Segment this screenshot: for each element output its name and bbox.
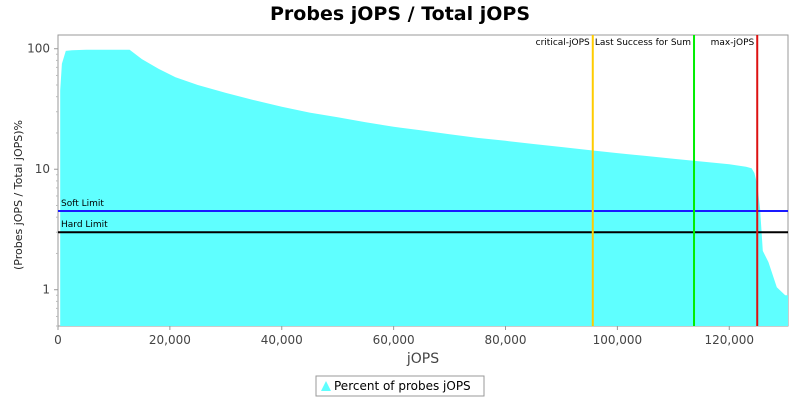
- x-tick-label: 120,000: [704, 333, 754, 347]
- x-tick-label: 100,000: [593, 333, 643, 347]
- x-tick-label: 60,000: [373, 333, 415, 347]
- legend-swatch-icon: [321, 381, 331, 391]
- legend: Percent of probes jOPS: [315, 375, 485, 397]
- series-area: [60, 49, 788, 327]
- y-tick-label: 10: [35, 162, 50, 176]
- vertical-reference-lines: critical-jOPS Last Success for Sum max-jOP…: [536, 35, 759, 326]
- reference-label-4: Hard Limit: [61, 220, 108, 230]
- chart-title: Probes jOPS / Total jOPS: [270, 3, 530, 25]
- x-tick-label: 20,000: [149, 333, 191, 347]
- legend-box: [315, 375, 485, 397]
- x-tick-label: 0: [54, 333, 62, 347]
- x-tick-label: 40,000: [261, 333, 303, 347]
- area-layer: [60, 49, 788, 327]
- y-axis-ticks: 1 10 100: [27, 42, 58, 327]
- y-axis-label: (Probes jOPS / Total jOPS)%: [12, 120, 25, 270]
- reference-label-3: Soft Limit: [61, 199, 104, 209]
- reference-label-1: Last Success for Sum: [595, 38, 691, 48]
- y-tick-label: 1: [42, 283, 50, 297]
- x-axis-ticks: 0 20,000 40,000 60,000 80,000 100,000 120,000: [54, 326, 754, 347]
- horizontal-reference-lines: Soft Limit Hard Limit: [58, 199, 788, 234]
- x-axis-label: jOPS: [406, 351, 439, 367]
- reference-label-2: max-jOPS: [711, 38, 755, 48]
- x-tick-label: 80,000: [485, 333, 527, 347]
- y-tick-label: 100: [27, 42, 50, 56]
- reference-label-0: critical-jOPS: [536, 38, 590, 48]
- legend-label: Percent of probes jOPS: [334, 379, 471, 393]
